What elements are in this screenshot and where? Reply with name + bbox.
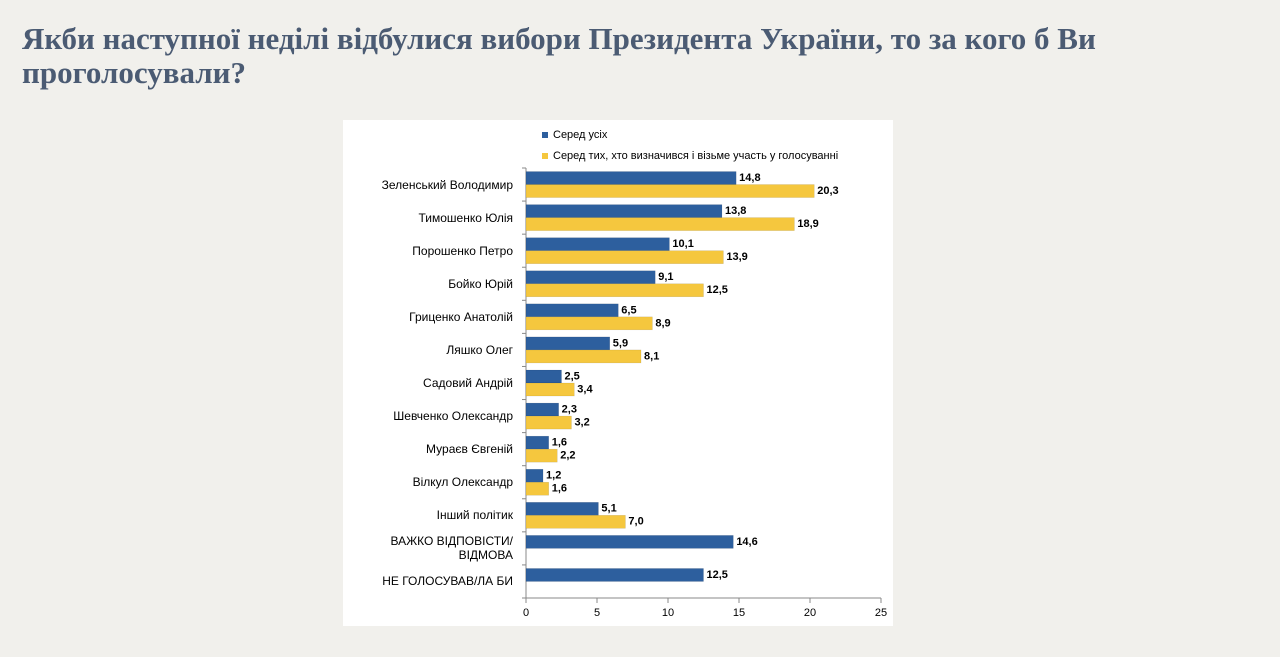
y-tick-label: Бойко Юрій	[448, 276, 513, 291]
value-label: 7,0	[628, 516, 643, 528]
value-label: 10,1	[672, 238, 693, 250]
value-label: 13,9	[726, 251, 747, 263]
y-tick-label: ВАЖКО ВІДПОВІСТИ/ ВІДМОВА	[390, 534, 513, 563]
value-label: 18,9	[797, 218, 818, 230]
bar	[525, 184, 815, 198]
value-label: 8,9	[655, 317, 670, 329]
chart-title: Якби наступної неділі відбулися вибори П…	[22, 21, 1096, 90]
value-label: 20,3	[817, 185, 838, 197]
value-label: 13,8	[725, 205, 746, 217]
bar	[525, 217, 795, 231]
x-tick-label: 0	[523, 607, 529, 619]
y-tick-label: НЕ ГОЛОСУВАВ/ЛА БИ	[382, 574, 513, 589]
bar	[525, 303, 619, 318]
value-label: 6,5	[621, 304, 636, 316]
bar	[525, 568, 704, 582]
bar	[525, 250, 724, 264]
bar	[525, 448, 558, 463]
bar	[525, 369, 562, 384]
value-label: 14,8	[739, 172, 760, 184]
value-label: 5,9	[613, 337, 628, 349]
bar	[525, 316, 653, 331]
y-tick-label: Садовий Андрій	[423, 376, 513, 390]
bar	[525, 336, 611, 351]
y-tick-label: Ляшко Олег	[446, 342, 513, 357]
value-label: 1,6	[552, 437, 567, 449]
bar	[525, 502, 599, 516]
bar	[525, 270, 656, 285]
value-label: 5,1	[601, 503, 616, 515]
x-tick-label: 25	[875, 607, 887, 619]
bar	[525, 204, 723, 218]
bar	[525, 515, 626, 529]
value-label: 1,2	[546, 470, 561, 482]
y-tick-label: Шевченко Олександр	[393, 409, 513, 424]
bar	[525, 435, 549, 450]
value-label: 8,1	[644, 350, 659, 362]
bar	[525, 481, 549, 496]
x-tick-label: 15	[733, 607, 745, 619]
bar	[525, 349, 642, 364]
legend-label: Серед тих, хто визначився і візьме участ…	[553, 150, 838, 162]
value-label: 3,4	[577, 383, 593, 395]
y-tick-label: Вілкул Олександр	[412, 475, 513, 490]
value-label: 12,5	[707, 284, 728, 296]
bar	[525, 237, 670, 251]
value-label: 3,2	[574, 416, 589, 428]
legend-swatch	[542, 153, 548, 159]
y-tick-label: Мураєв Євгеній	[426, 442, 513, 457]
bar	[525, 535, 734, 549]
value-label: 2,3	[562, 403, 577, 415]
legend-label: Серед усіх	[553, 129, 608, 141]
x-tick-label: 20	[804, 607, 816, 619]
value-label: 14,6	[736, 536, 757, 548]
x-tick-label: 5	[594, 607, 600, 619]
legend-swatch	[542, 132, 548, 138]
bar	[525, 382, 575, 397]
value-label: 1,6	[552, 483, 567, 495]
bar	[525, 171, 737, 185]
y-tick-label: Гриценко Анатолій	[409, 309, 513, 324]
x-tick-label: 10	[662, 607, 674, 619]
value-label: 12,5	[707, 569, 728, 581]
y-tick-label: Зеленський Володимир	[381, 177, 513, 192]
y-tick-label: Тимошенко Юлія	[418, 210, 514, 225]
value-label: 2,5	[565, 370, 580, 382]
y-tick-label: Порошенко Петро	[412, 243, 513, 258]
y-tick-label: Інший політик	[436, 508, 513, 523]
bar	[525, 283, 704, 298]
bar	[525, 415, 572, 430]
bar	[525, 402, 559, 417]
value-label: 2,2	[560, 450, 575, 462]
value-label: 9,1	[658, 271, 673, 283]
bar	[525, 468, 544, 483]
